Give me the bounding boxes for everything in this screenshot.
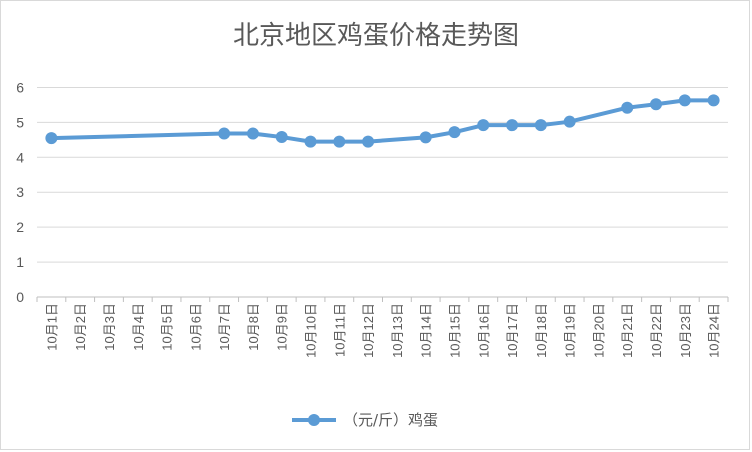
- x-tick-label: 10月9日: [275, 303, 290, 351]
- data-point: [506, 119, 519, 132]
- x-tick-label: 10月10日: [304, 303, 319, 358]
- x-tick-label: 10月19日: [563, 303, 578, 358]
- chart-title: 北京地区鸡蛋价格走势图: [233, 21, 519, 51]
- y-tick-label: 4: [16, 149, 24, 165]
- data-point: [650, 98, 663, 111]
- data-point: [477, 119, 490, 132]
- data-point: [419, 131, 432, 144]
- data-point: [362, 135, 375, 148]
- x-tick-label: 10月3日: [102, 303, 117, 351]
- data-point: [678, 94, 691, 107]
- data-point: [563, 115, 576, 128]
- x-tick-label: 10月2日: [73, 303, 88, 351]
- data-point: [448, 126, 461, 139]
- data-point: [333, 135, 346, 148]
- x-tick-label: 10月21日: [620, 303, 635, 358]
- y-tick-label: 2: [16, 219, 24, 235]
- x-tick-label: 10月15日: [447, 303, 462, 358]
- data-point: [304, 135, 317, 148]
- gridlines: [37, 86, 728, 298]
- y-tick-label: 1: [16, 254, 24, 270]
- y-tick-label: 3: [16, 184, 24, 200]
- x-tick-label: 10月6日: [188, 303, 203, 351]
- data-point: [621, 101, 634, 114]
- y-axis-ticks: 0 1 2 3 4 5 6: [16, 79, 24, 305]
- x-tick-label: 10月12日: [361, 303, 376, 358]
- x-tick-label: 10月16日: [476, 303, 491, 358]
- series-layer: [45, 94, 720, 148]
- series-line: [49, 98, 716, 144]
- x-tick-label: 10月14日: [419, 303, 434, 358]
- data-point: [45, 132, 58, 145]
- x-tick-label: 10月8日: [246, 303, 261, 351]
- y-tick-label: 5: [16, 114, 24, 130]
- data-point: [275, 131, 288, 144]
- x-tick-label: 10月11日: [332, 303, 347, 357]
- y-tick-label: 6: [16, 79, 24, 95]
- x-axis-ticks: 10月1日 10月2日 10月3日 10月4日 10月5日 10月6日 10月7日 10月8日…: [36, 297, 729, 358]
- legend: （元/斤）鸡蛋: [292, 411, 438, 429]
- x-tick-label: 10月4日: [131, 303, 146, 351]
- legend-series-label: （元/斤）鸡蛋: [343, 411, 438, 429]
- x-tick-label: 10月20日: [591, 303, 606, 358]
- x-tick-label: 10月22日: [649, 303, 664, 358]
- data-point: [246, 127, 259, 140]
- x-tick-label: 10月1日: [44, 303, 59, 351]
- data-point: [218, 127, 231, 140]
- x-tick-label: 10月13日: [390, 303, 405, 358]
- data-point: [707, 94, 720, 107]
- x-tick-label: 10月24日: [707, 303, 722, 358]
- x-tick-label: 10月18日: [534, 303, 549, 358]
- legend-point-marker: [308, 414, 320, 426]
- x-tick-label: 10月23日: [678, 303, 693, 358]
- x-tick-label: 10月17日: [505, 303, 520, 358]
- x-tick-label: 10月5日: [160, 303, 175, 351]
- data-point: [534, 119, 547, 132]
- y-tick-label: 0: [16, 289, 24, 305]
- x-tick-label: 10月7日: [217, 303, 232, 351]
